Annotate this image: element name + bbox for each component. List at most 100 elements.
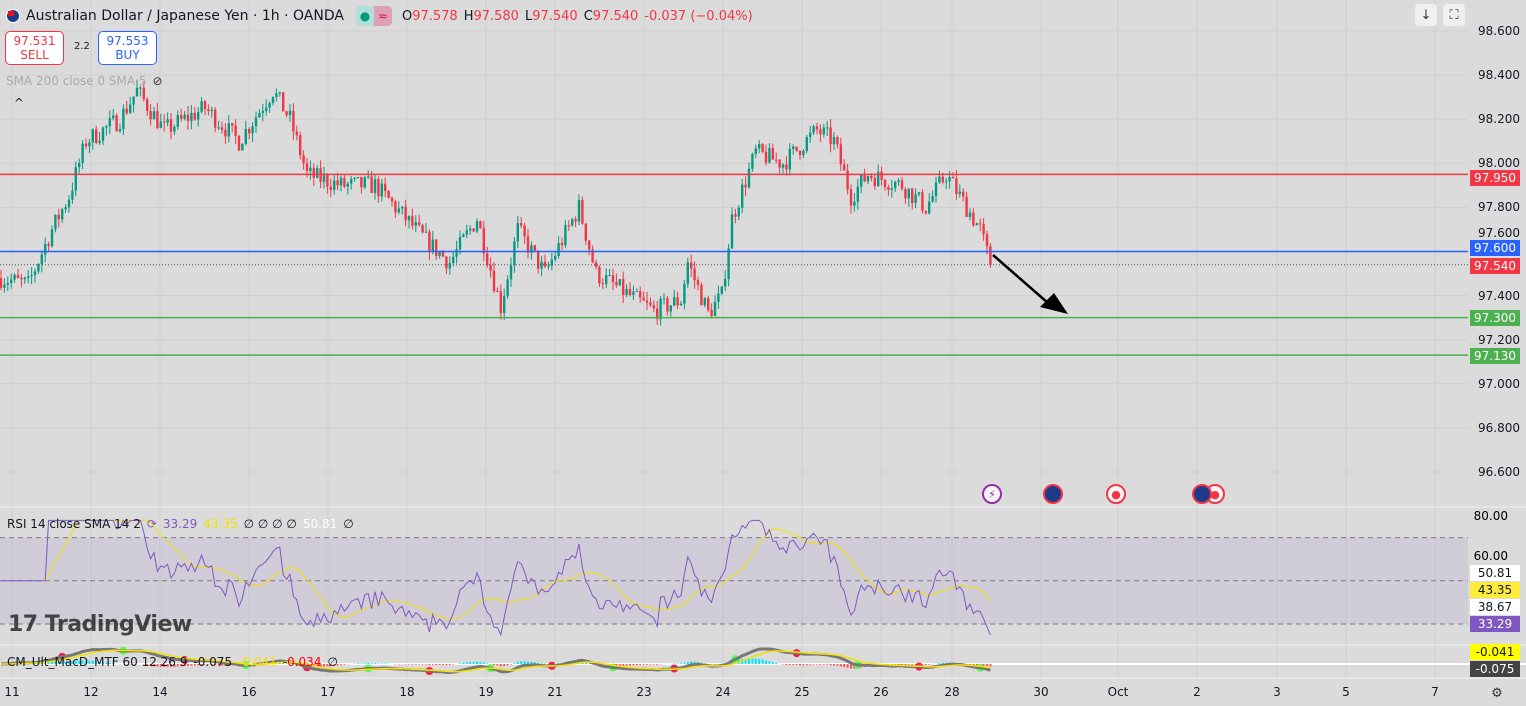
macd-histogram-bar xyxy=(193,664,196,666)
candle-body xyxy=(642,297,645,301)
candle-body xyxy=(744,184,747,188)
candle-body xyxy=(805,137,808,152)
candle-body xyxy=(475,221,479,232)
hidden-eye-icon[interactable]: ⊘ xyxy=(152,74,163,88)
price-label: 98.200 xyxy=(1478,112,1520,127)
macd-histogram-bar xyxy=(795,664,798,666)
candle-body xyxy=(214,109,217,128)
macd-histogram-bar xyxy=(850,664,852,669)
macd-tag: -0.041 xyxy=(1470,644,1520,660)
buy-button[interactable]: 97.553 BUY xyxy=(98,31,157,65)
settings-icon[interactable]: ⚙ xyxy=(1491,685,1503,701)
macd-histogram-bar xyxy=(914,664,917,665)
candle-body xyxy=(754,148,757,155)
macd-histogram-bar xyxy=(693,661,696,664)
candle-body xyxy=(278,92,281,94)
candle-body xyxy=(350,178,353,184)
candle-body xyxy=(676,297,679,306)
price-label: 97.200 xyxy=(1478,332,1520,347)
macd-histogram-bar xyxy=(166,664,169,667)
candle-body xyxy=(445,256,448,269)
refresh-icon[interactable]: ⟳ xyxy=(146,517,157,531)
candle-body xyxy=(615,282,618,286)
macd-histogram-bar xyxy=(370,663,373,664)
download-icon[interactable]: ↓ xyxy=(1415,4,1437,26)
level-tag[interactable]: 97.600 xyxy=(1470,239,1520,256)
sma-legend[interactable]: SMA 200 close 0 SMA 5 ⊘ xyxy=(6,74,163,88)
macd-histogram-bar xyxy=(989,664,992,667)
level-tag[interactable]: 97.130 xyxy=(1470,348,1520,365)
macd-histogram-bar xyxy=(384,663,387,664)
candle-body xyxy=(588,240,591,250)
candle-body xyxy=(241,143,244,151)
candle-body xyxy=(955,178,958,194)
macd-histogram-bar xyxy=(499,664,502,667)
candle-body xyxy=(299,135,302,156)
candle-body xyxy=(958,191,961,194)
level-tag[interactable]: 97.950 xyxy=(1470,170,1520,187)
candle-body xyxy=(581,199,584,224)
candle-body xyxy=(346,183,349,187)
candle-body xyxy=(788,148,791,170)
earnings-event-icon[interactable]: ⚡ xyxy=(982,484,1002,504)
rsi-tag: 50.81 xyxy=(1470,565,1520,581)
candle-body xyxy=(486,253,489,266)
candle-body xyxy=(139,87,142,89)
macd-histogram-bar xyxy=(445,664,448,666)
candle-body xyxy=(479,221,482,229)
candle-body xyxy=(526,236,530,253)
rsi-legend[interactable]: RSI 14 close SMA 14 2 ⟳ 33.29 43.35 ∅ ∅ … xyxy=(7,517,354,531)
candle-body xyxy=(129,104,132,113)
time-label: 26 xyxy=(873,685,889,699)
candle-body xyxy=(455,249,458,257)
au-event-icon[interactable] xyxy=(1192,484,1212,504)
macd-histogram-bar xyxy=(809,664,812,665)
macd-histogram-bar xyxy=(482,662,485,664)
market-status[interactable]: ● ≈ xyxy=(355,6,392,26)
candle-body xyxy=(142,87,145,100)
macd-legend[interactable]: CM_Ult_MacD_MTF 60 12 26 9 -0.075 -0.041… xyxy=(7,655,338,669)
candle-body xyxy=(951,177,955,179)
macd-histogram-bar xyxy=(625,664,628,666)
candle-body xyxy=(261,111,264,113)
fullscreen-icon[interactable]: ⛶ xyxy=(1443,4,1465,26)
candle-body xyxy=(911,188,914,204)
candle-body xyxy=(193,112,196,120)
candle-body xyxy=(295,131,298,136)
macd-histogram-bar xyxy=(323,664,325,667)
collapse-legend-icon[interactable]: ^ xyxy=(14,96,25,110)
candle-body xyxy=(197,111,200,120)
symbol-title[interactable]: Australian Dollar / Japanese Yen · 1h · … xyxy=(26,8,344,24)
macd-histogram-bar xyxy=(469,661,472,664)
time-label: 17 xyxy=(320,685,336,699)
candle-body xyxy=(275,93,278,98)
candle-body xyxy=(594,262,598,267)
candle-body xyxy=(234,125,237,136)
candle-body xyxy=(438,251,441,256)
candle-body xyxy=(737,207,740,217)
time-label: 28 xyxy=(944,685,960,699)
macd-histogram-bar xyxy=(51,662,53,664)
macd-histogram-bar xyxy=(843,664,846,667)
candle-body xyxy=(54,214,57,230)
candle-body xyxy=(482,228,485,254)
candle-body xyxy=(203,101,207,110)
candle-body xyxy=(248,129,251,134)
macd-histogram-bar xyxy=(452,664,455,665)
candle-body xyxy=(819,129,822,135)
candle-body xyxy=(727,248,730,280)
macd-histogram-bar xyxy=(207,664,210,665)
candle-body xyxy=(543,261,547,267)
au-event-icon[interactable] xyxy=(1043,484,1063,504)
candle-body xyxy=(564,225,567,246)
macd-histogram-bar xyxy=(98,662,101,664)
sell-button[interactable]: 97.531 SELL xyxy=(5,31,64,65)
macd-histogram-bar xyxy=(921,664,924,665)
macd-histogram-bar xyxy=(44,662,47,664)
candle-body xyxy=(44,244,47,255)
level-tag[interactable]: 97.300 xyxy=(1470,309,1520,326)
candle-body xyxy=(907,188,910,199)
candle-body xyxy=(489,265,492,271)
event-dot-icon[interactable]: ● xyxy=(1106,484,1126,504)
